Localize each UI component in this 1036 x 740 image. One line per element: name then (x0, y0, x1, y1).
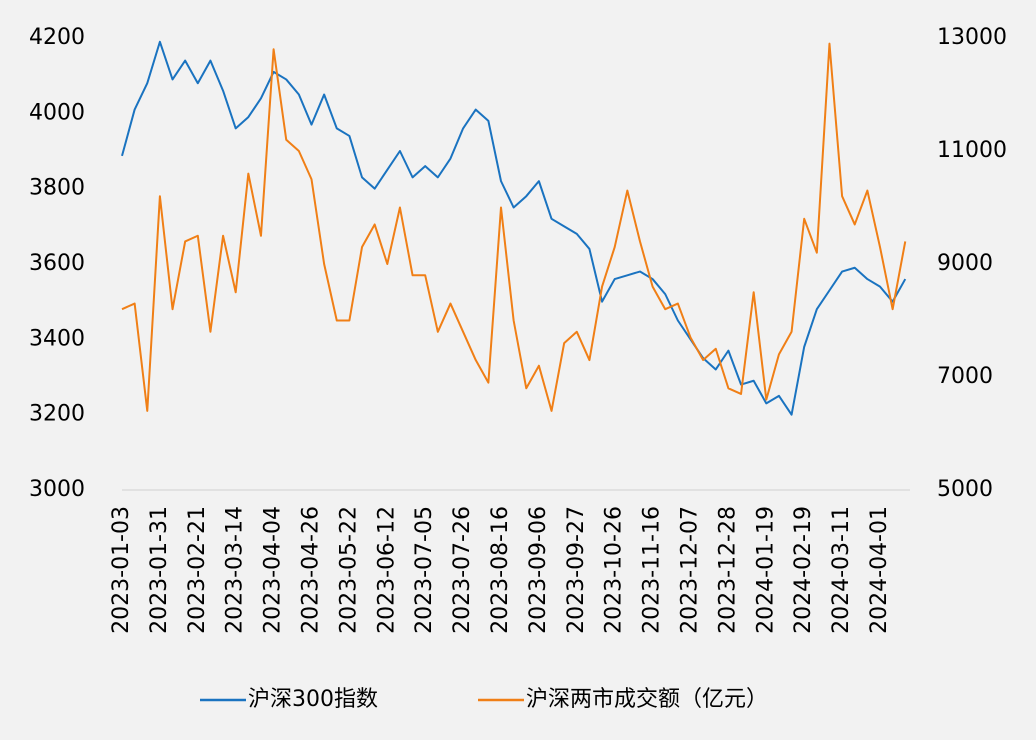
x-tick-label: 2023-10-26 (602, 506, 627, 634)
x-tick-label: 2023-05-22 (336, 506, 361, 634)
y2-tick-label: 11000 (937, 138, 1007, 163)
x-tick-label: 2024-01-19 (753, 506, 778, 634)
x-tick-label: 2023-08-16 (488, 506, 513, 634)
y2-tick-label: 5000 (937, 477, 993, 502)
legend-label: 沪深两市成交额（亿元） (526, 687, 768, 712)
y2-tick-label: 9000 (937, 251, 993, 276)
legend-label: 沪深300指数 (248, 687, 378, 712)
series-line (121, 42, 907, 412)
y-tick-label: 3000 (29, 477, 85, 502)
y-tick-label: 3200 (29, 402, 85, 427)
x-tick-label: 2023-11-16 (640, 506, 665, 634)
y-tick-label: 3600 (29, 251, 85, 276)
y-tick-label: 3400 (29, 326, 85, 351)
x-tick-label: 2023-09-27 (564, 506, 589, 634)
x-tick-label: 2023-02-21 (185, 506, 210, 634)
x-tick-label: 2024-03-11 (829, 506, 854, 634)
x-tick-label: 2023-03-14 (223, 506, 248, 634)
x-tick-label: 2023-12-28 (715, 506, 740, 634)
x-tick-label: 2023-04-04 (261, 506, 286, 634)
x-tick-label: 2023-09-06 (526, 506, 551, 634)
x-tick-label: 2023-12-07 (678, 506, 703, 634)
x-tick-label: 2023-06-12 (374, 506, 399, 634)
x-tick-label: 2024-02-19 (791, 506, 816, 634)
x-tick-label: 2023-01-03 (109, 506, 134, 634)
y-tick-label: 4200 (29, 25, 85, 50)
x-tick-label: 2024-04-01 (867, 506, 892, 634)
y2-tick-label: 13000 (937, 25, 1007, 50)
series-line (121, 40, 907, 416)
x-tick-label: 2023-07-05 (412, 506, 437, 634)
x-tick-label: 2023-07-26 (450, 506, 475, 634)
x-tick-label: 2023-01-31 (147, 506, 172, 634)
y-tick-label: 4000 (29, 100, 85, 125)
y-tick-label: 3800 (29, 176, 85, 201)
y2-tick-label: 7000 (937, 364, 993, 389)
x-tick-label: 2023-04-26 (299, 506, 324, 634)
